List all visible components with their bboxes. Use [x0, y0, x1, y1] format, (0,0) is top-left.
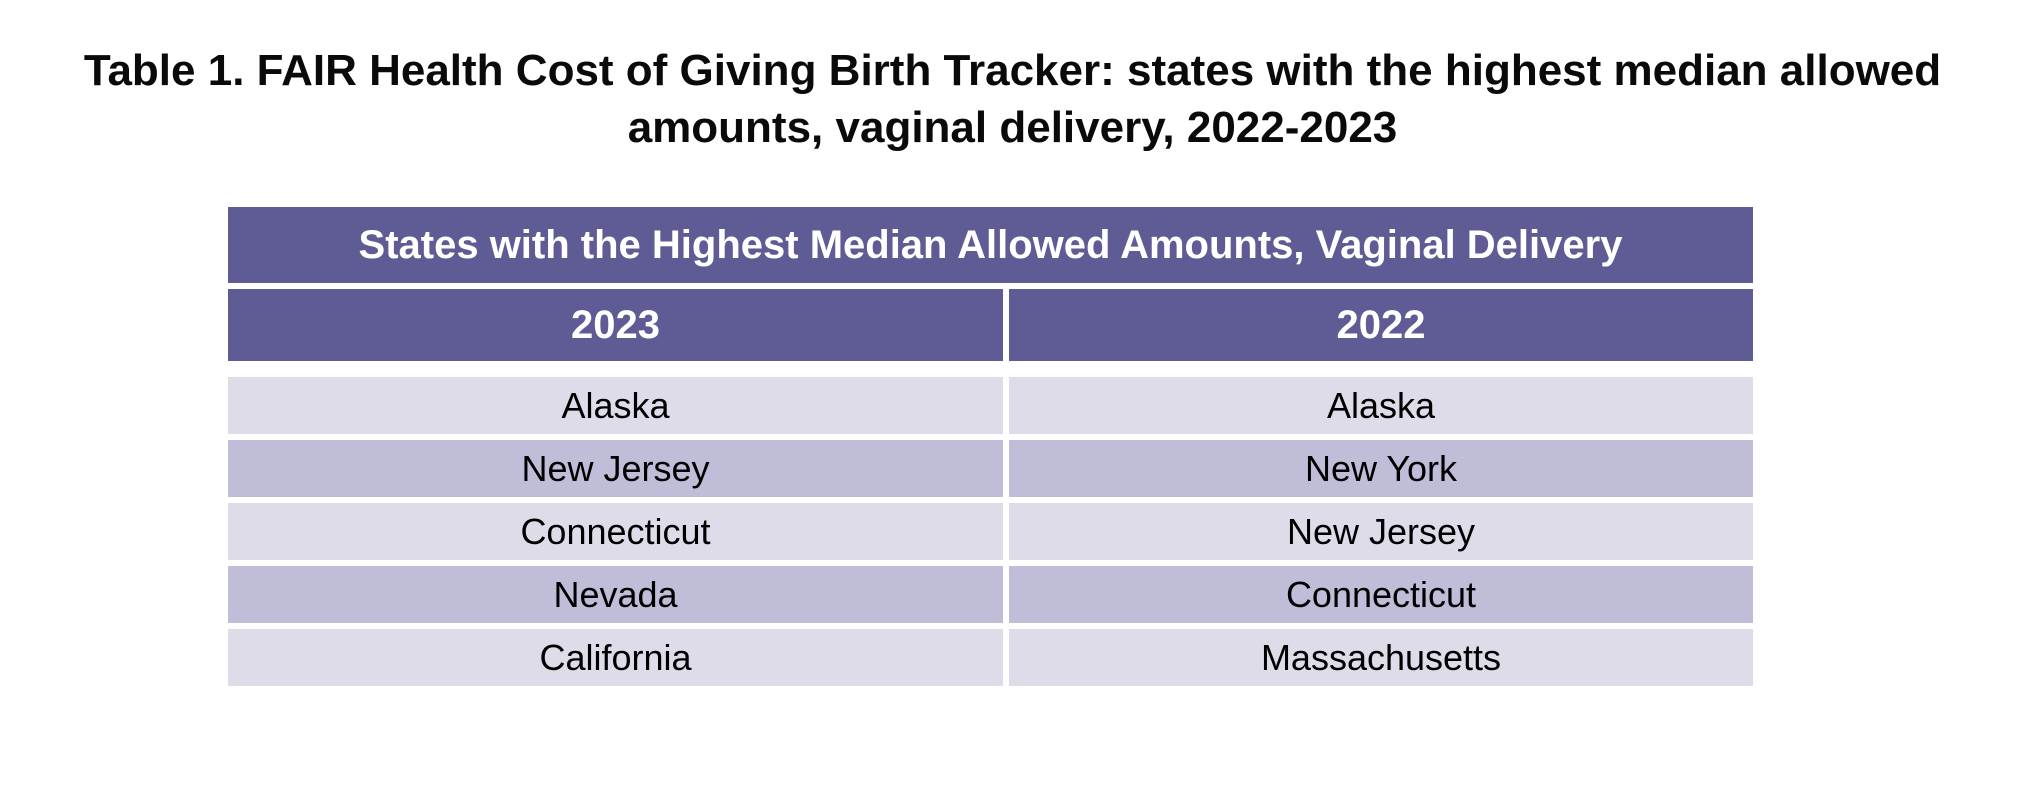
table-cell: Massachusetts	[1009, 629, 1753, 686]
table-row: California Massachusetts	[228, 629, 1753, 686]
table-year-header-row: 2023 2022	[228, 289, 1753, 361]
table-row: Connecticut New Jersey	[228, 503, 1753, 560]
page-title-line1: Table 1. FAIR Health Cost of Giving Birt…	[83, 46, 1942, 95]
column-gutter	[1003, 377, 1009, 434]
year-header-2022: 2022	[1009, 289, 1753, 361]
column-gutter	[1003, 503, 1009, 560]
year-header-2023: 2023	[228, 289, 1003, 361]
table-cell: New York	[1009, 440, 1753, 497]
table-row: Alaska Alaska	[228, 377, 1753, 434]
table-cell: Alaska	[1009, 377, 1753, 434]
row-gutter	[228, 361, 1753, 377]
table-cell: Connecticut	[228, 503, 1003, 560]
table-cell: Alaska	[228, 377, 1003, 434]
row-gutter	[228, 283, 1753, 289]
table-cell: Connecticut	[1009, 566, 1753, 623]
table-cell: California	[228, 629, 1003, 686]
table-cell: New Jersey	[1009, 503, 1753, 560]
column-gutter	[1003, 440, 1009, 497]
table-main-header: States with the Highest Median Allowed A…	[228, 207, 1753, 283]
column-gutter	[1003, 566, 1009, 623]
table-body: Alaska Alaska New Jersey New York Connecticu…	[228, 377, 1753, 686]
data-table: States with the Highest Median Allowed A…	[228, 207, 1753, 686]
table-row: New Jersey New York	[228, 440, 1753, 497]
table-cell: Nevada	[228, 566, 1003, 623]
page-title-line2: amounts, vaginal delivery, 2022-2023	[627, 103, 1398, 152]
page-title: Table 1. FAIR Health Cost of Giving Birt…	[0, 42, 2025, 156]
table-cell: New Jersey	[228, 440, 1003, 497]
column-gutter	[1003, 629, 1009, 686]
column-gutter	[1003, 289, 1009, 361]
table-row: Nevada Connecticut	[228, 566, 1753, 623]
